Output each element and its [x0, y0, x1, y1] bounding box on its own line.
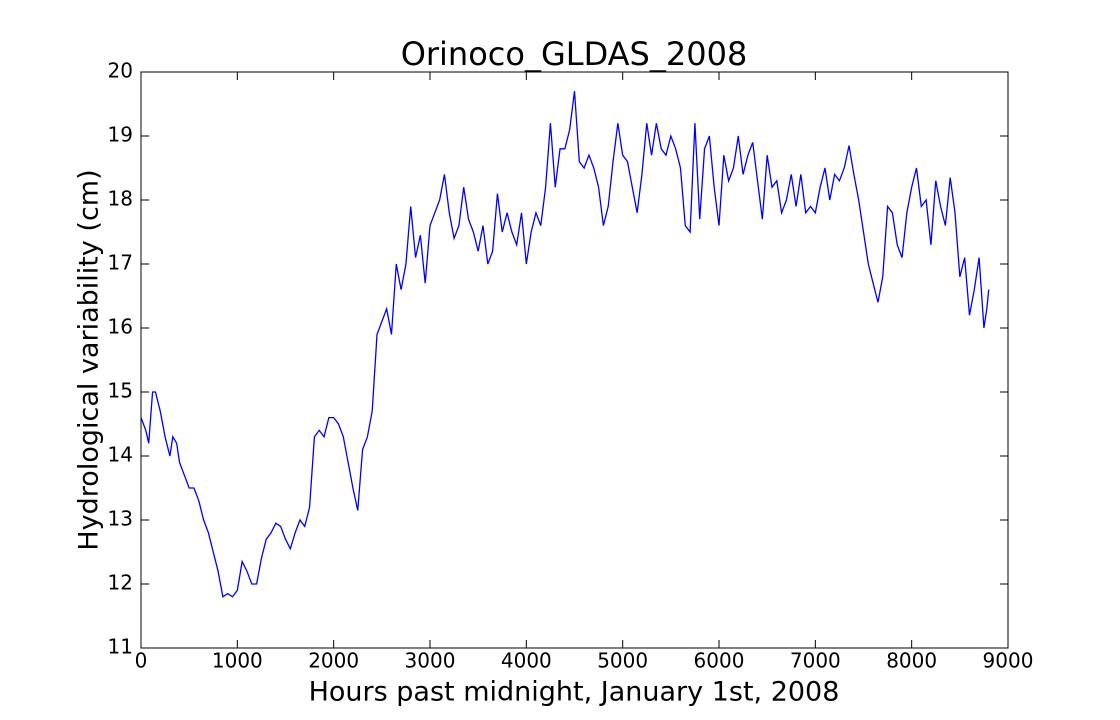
- chart-title: Orinoco_GLDAS_2008: [401, 35, 748, 73]
- y-tick-label: 12: [108, 571, 133, 595]
- x-tick-label: 4000: [501, 649, 552, 673]
- x-tick-label: 2000: [308, 649, 359, 673]
- x-tick-label: 5000: [597, 649, 648, 673]
- x-tick-label: 7000: [790, 649, 841, 673]
- x-tick-label: 0: [135, 649, 148, 673]
- y-tick-label: 15: [108, 379, 133, 403]
- y-tick-label: 17: [108, 251, 133, 275]
- x-tick-label: 6000: [694, 649, 745, 673]
- x-axis-label: Hours past midnight, January 1st, 2008: [309, 677, 840, 708]
- y-tick-label: 13: [108, 507, 133, 531]
- y-tick-label: 11: [108, 635, 133, 659]
- y-tick-label: 18: [108, 187, 133, 211]
- y-tick-label: 16: [108, 315, 133, 339]
- y-tick-label: 20: [108, 59, 133, 83]
- x-tick-label: 3000: [405, 649, 456, 673]
- y-axis-label: Hydrological variability (cm): [74, 169, 105, 550]
- x-tick-label: 1000: [212, 649, 263, 673]
- data-line: [140, 91, 990, 598]
- x-tick-label: 9000: [983, 649, 1034, 673]
- y-tick-label: 19: [108, 123, 133, 147]
- plot-frame: [140, 71, 1009, 649]
- y-tick-label: 14: [108, 443, 133, 467]
- x-tick-label: 8000: [886, 649, 937, 673]
